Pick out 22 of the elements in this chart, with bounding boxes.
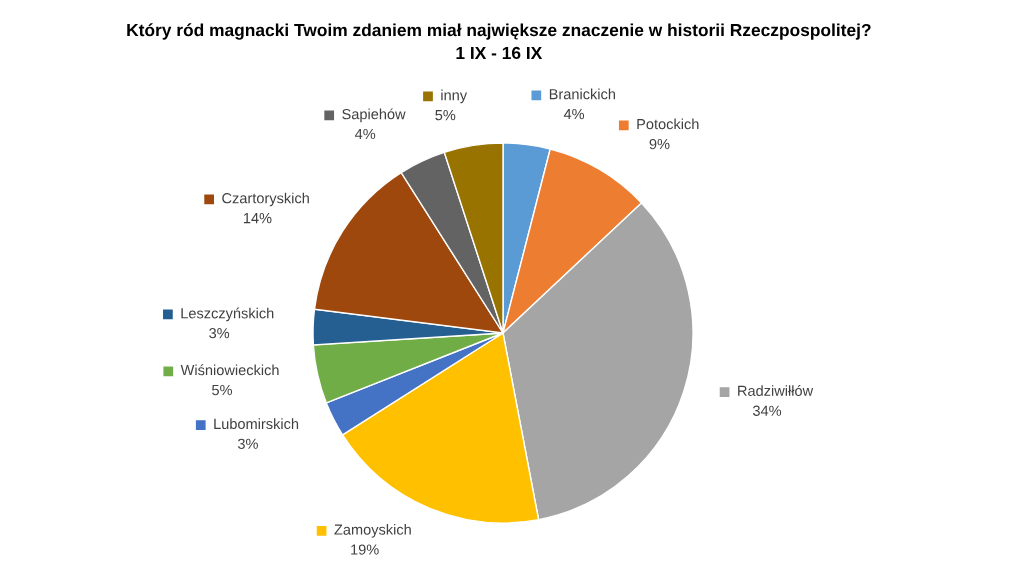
data-label: 3% <box>237 438 258 449</box>
legend-label: Potockich <box>637 118 699 130</box>
legend-label: inny <box>441 89 468 104</box>
chart-title: Który ród magnacki Twoim zdaniem miał największe znaczenie w historii Rzeczpospolitej? <box>127 23 871 40</box>
legend-label: Wiśniowieckich <box>180 364 279 376</box>
data-label: 4% <box>563 109 585 120</box>
legend-label: Radziwiłłów <box>738 385 814 396</box>
legend-label: Zamoyskich <box>334 524 411 538</box>
data-label: 5% <box>212 384 233 396</box>
legend-label: Leszczyńskich <box>181 307 274 322</box>
legend-label: Sapiehów <box>342 108 406 123</box>
chart-subtitle: 1 IX - 16 IX <box>456 46 543 60</box>
data-label: 19% <box>351 544 379 555</box>
data-label: 14% <box>243 213 272 224</box>
legend-label: Branickich <box>549 88 615 100</box>
data-label: 3% <box>209 327 230 339</box>
data-label: 4% <box>354 128 376 140</box>
data-label: 34% <box>752 405 782 416</box>
legend-label: Czartoryskich <box>222 192 309 207</box>
legend-label: Lubomirskich <box>214 418 299 430</box>
data-label: 9% <box>649 138 670 150</box>
data-label: 5% <box>435 110 456 121</box>
